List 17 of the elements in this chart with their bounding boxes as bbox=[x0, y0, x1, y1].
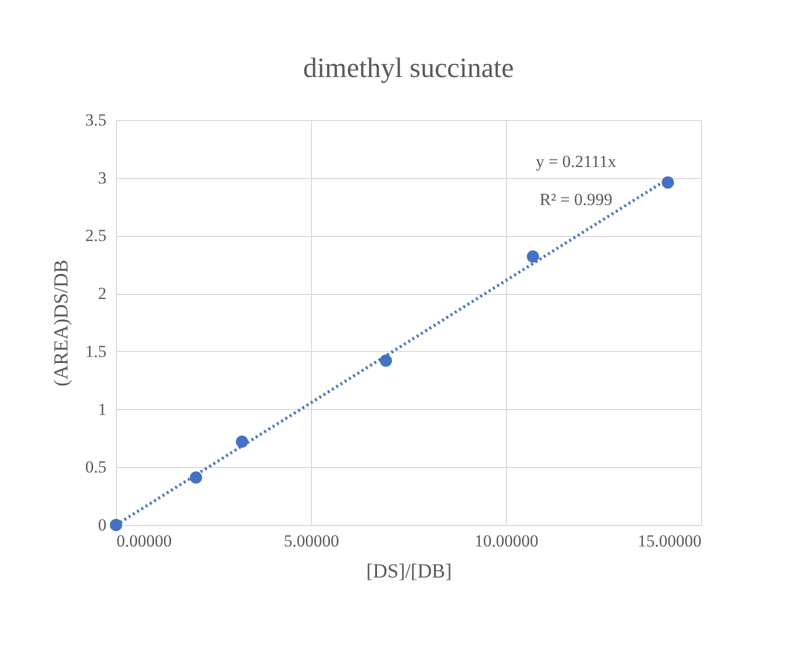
annotation: y = 0.2111x bbox=[536, 152, 617, 171]
x-tick-label: 5.00000 bbox=[284, 532, 340, 550]
x-tick-label: 10.00000 bbox=[474, 532, 538, 550]
y-tick-label: 0 bbox=[98, 516, 106, 534]
x-tick-label: 0.00000 bbox=[116, 532, 172, 550]
y-tick-label: 2.5 bbox=[85, 226, 106, 246]
y-tick-label: 1.5 bbox=[85, 342, 106, 361]
x-axis-title: [DS]/[DB] bbox=[366, 560, 452, 582]
y-tick-label: 3 bbox=[98, 168, 106, 188]
annotation: R² = 0.999 bbox=[540, 190, 612, 209]
x-tick-label: 15.00000 bbox=[638, 532, 702, 550]
y-tick-label: 2 bbox=[98, 284, 106, 304]
y-tick-label: 3.5 bbox=[85, 110, 106, 130]
y-tick-label: 0.5 bbox=[85, 458, 106, 477]
y-tick-label: 1 bbox=[98, 400, 106, 419]
y-axis-title: (AREA)DS/DB bbox=[50, 260, 72, 386]
chart-title: dimethyl succinate bbox=[303, 53, 514, 84]
